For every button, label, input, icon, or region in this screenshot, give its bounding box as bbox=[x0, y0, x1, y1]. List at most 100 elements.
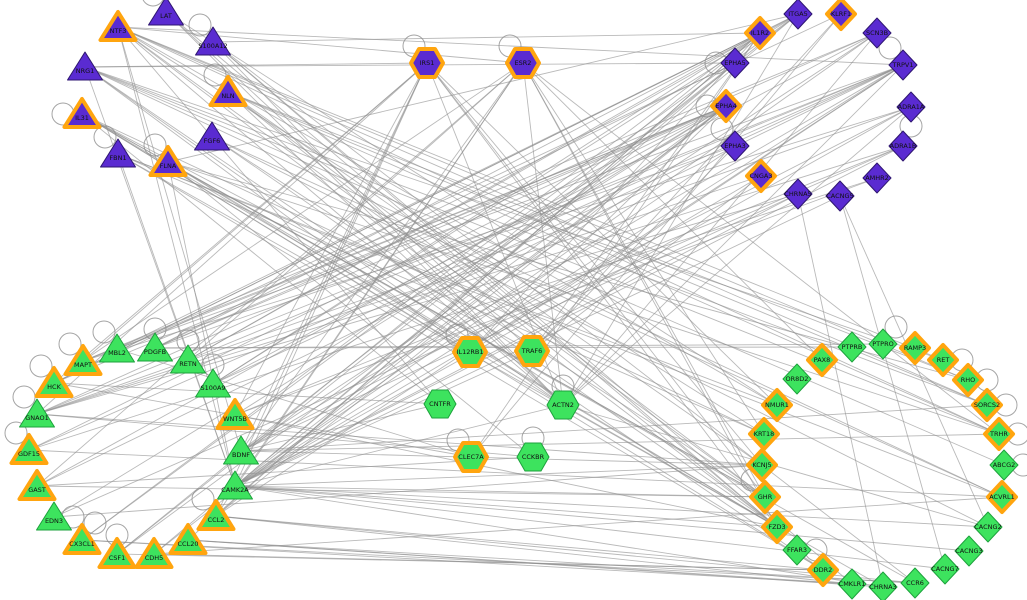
node-KCNJ5[interactable] bbox=[746, 448, 778, 482]
node-FGF6[interactable] bbox=[194, 121, 230, 151]
edge-NTF3-CAMK2A bbox=[117, 26, 236, 487]
node-CAMK2A[interactable] bbox=[217, 470, 253, 500]
edge-ESR2-PAX8 bbox=[522, 62, 823, 361]
node-PDGFB[interactable] bbox=[137, 332, 173, 362]
node-TRAF6[interactable] bbox=[514, 335, 550, 367]
node-PTPRO[interactable] bbox=[868, 328, 898, 360]
node-CMKLR1[interactable] bbox=[837, 568, 867, 600]
node-MAPT[interactable] bbox=[63, 344, 103, 376]
edge-S100A12-ACTN2 bbox=[212, 41, 564, 406]
node-EPHA3[interactable] bbox=[720, 130, 750, 162]
node-ESR2[interactable] bbox=[505, 47, 541, 79]
node-EPHA4[interactable] bbox=[710, 89, 742, 123]
edge-FBN1-ACVRL1 bbox=[117, 153, 1003, 498]
node-OR8D2[interactable] bbox=[782, 363, 812, 395]
node-CCL2[interactable] bbox=[196, 499, 236, 531]
node-KRT18[interactable] bbox=[748, 417, 780, 451]
edge-NRG1-ACVRL1 bbox=[84, 66, 1003, 498]
node-FFAR3[interactable] bbox=[782, 534, 812, 566]
node-CCR6[interactable] bbox=[900, 567, 930, 599]
node-EPHA5[interactable] bbox=[720, 47, 750, 79]
node-IL12RB1[interactable] bbox=[452, 336, 488, 368]
node-GAST[interactable] bbox=[17, 469, 57, 501]
edge-NRG1-ABCG2 bbox=[84, 66, 1005, 466]
edge-CAMK2A-TRAF6 bbox=[234, 350, 533, 487]
node-FBN1[interactable] bbox=[100, 138, 136, 168]
node-SCN3B[interactable] bbox=[862, 17, 892, 49]
node-NTF3[interactable] bbox=[98, 10, 138, 42]
node-KLRF1[interactable] bbox=[825, 0, 857, 31]
node-CNGA3[interactable] bbox=[745, 159, 777, 193]
node-TRHR[interactable] bbox=[983, 417, 1015, 451]
node-LAT[interactable] bbox=[148, 0, 184, 26]
node-CACNG7[interactable] bbox=[930, 553, 960, 585]
node-CACNG3[interactable] bbox=[954, 535, 984, 567]
node-TRPV1[interactable] bbox=[888, 49, 918, 81]
node-RETN[interactable] bbox=[170, 344, 206, 374]
edge-ESR2-CCL2 bbox=[215, 62, 524, 517]
edge-ACTN2-SCN3B bbox=[562, 32, 878, 406]
node-CSF1[interactable] bbox=[97, 537, 137, 569]
node-ACTN2[interactable] bbox=[546, 390, 580, 420]
edge-NLN-RHO bbox=[227, 91, 969, 381]
edge-LAT-NMUR1 bbox=[165, 11, 778, 406]
edge-PDGFB-EPHA3 bbox=[154, 145, 736, 349]
node-ADRA1B[interactable] bbox=[888, 130, 918, 162]
node-FZD3[interactable] bbox=[761, 510, 793, 544]
edge-ESR2-FZD3 bbox=[522, 62, 778, 528]
edge-GDF15-AMHR2 bbox=[28, 177, 878, 451]
node-FLNA[interactable] bbox=[148, 145, 188, 177]
edge-GNAO1-EPHA4 bbox=[36, 105, 727, 415]
node-IL1R2[interactable] bbox=[744, 16, 776, 50]
node-CX3CL1[interactable] bbox=[62, 523, 102, 555]
node-PTPRB[interactable] bbox=[837, 331, 867, 363]
node-SORCS2[interactable] bbox=[971, 388, 1003, 422]
node-HCK[interactable] bbox=[34, 366, 74, 398]
node-BDNF[interactable] bbox=[223, 435, 259, 465]
node-CHRNA5[interactable] bbox=[783, 178, 813, 210]
node-CLEC7A[interactable] bbox=[453, 441, 489, 473]
node-RAMP3[interactable] bbox=[899, 331, 931, 365]
node-GDF15[interactable] bbox=[9, 433, 49, 465]
node-CNTFR[interactable] bbox=[423, 389, 457, 419]
node-ADRA1A[interactable] bbox=[896, 91, 926, 123]
edge-HCK-EPHA4 bbox=[53, 105, 727, 384]
node-IRS1[interactable] bbox=[409, 47, 445, 79]
node-CACNG5[interactable] bbox=[825, 180, 855, 212]
node-S100A9[interactable] bbox=[195, 368, 231, 398]
node-WNT5B[interactable] bbox=[215, 398, 255, 430]
node-CHRNA3[interactable] bbox=[868, 571, 898, 600]
edge-BDNF-SORCS2 bbox=[240, 404, 988, 452]
node-GNAO1[interactable] bbox=[19, 398, 55, 428]
node-DDR2[interactable] bbox=[807, 553, 839, 587]
edge-FBN1-FZD3 bbox=[117, 153, 778, 528]
node-CDH5[interactable] bbox=[134, 537, 174, 569]
node-CACNG2[interactable] bbox=[973, 511, 1003, 543]
node-NMUR1[interactable] bbox=[761, 388, 793, 422]
node-ACVRL1[interactable] bbox=[986, 480, 1018, 514]
node-NRG1[interactable] bbox=[67, 51, 103, 81]
node-CCL20[interactable] bbox=[168, 523, 208, 555]
node-RET[interactable] bbox=[927, 343, 959, 377]
node-CCKBR[interactable] bbox=[516, 442, 550, 472]
node-MBL2[interactable] bbox=[99, 333, 135, 363]
node-PAX8[interactable] bbox=[806, 343, 838, 377]
node-AMHR2[interactable] bbox=[862, 162, 892, 194]
edge-IRS1-NRG1 bbox=[84, 62, 428, 68]
edge-TRAF6-EPHA3 bbox=[531, 145, 736, 352]
edge-IRS1-CCL2 bbox=[215, 62, 428, 517]
node-IL31[interactable] bbox=[62, 97, 102, 129]
node-S100A12[interactable] bbox=[195, 26, 231, 56]
node-NLN[interactable] bbox=[208, 75, 248, 107]
node-ITGA5[interactable] bbox=[783, 0, 813, 30]
edge-TRAF6-CNGA3 bbox=[531, 175, 762, 352]
node-GHR[interactable] bbox=[749, 480, 781, 514]
node-ABCG2[interactable] bbox=[989, 449, 1019, 481]
node-RHO[interactable] bbox=[952, 363, 984, 397]
edge-IL31-CNTFR bbox=[81, 113, 441, 405]
node-EDN3[interactable] bbox=[36, 501, 72, 531]
edge-CCL2-TRPV1 bbox=[215, 64, 904, 517]
edge-CHRNA5-CHRNA3 bbox=[797, 193, 884, 588]
edge-CAMK2A-ACTN2 bbox=[234, 404, 564, 487]
